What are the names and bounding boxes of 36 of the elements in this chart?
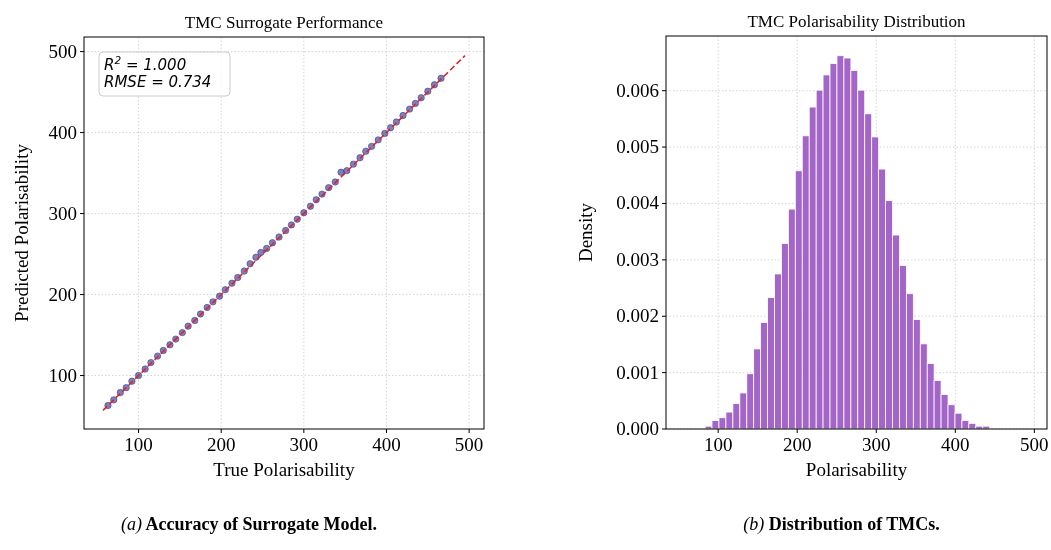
annotation: R$^{2}$ = 1.000	[104, 54, 187, 74]
x-tick-label: 400	[941, 434, 970, 455]
x-tick-label: 300	[289, 434, 319, 455]
y-tick-label: 200	[48, 283, 77, 305]
x-tick-label: 100	[703, 434, 733, 455]
x-tick-label: 400	[372, 434, 401, 455]
x-tick-label: 200	[206, 434, 236, 455]
point	[392, 118, 400, 126]
x-tick-label: 500	[454, 434, 484, 455]
point	[257, 248, 265, 256]
y-tick-label: 0.000	[616, 418, 659, 439]
y-tick-label: 0.003	[616, 248, 659, 270]
x-axis-title: True Polarisability	[213, 459, 356, 480]
text: (b) Distribution of TMCs.	[743, 514, 940, 535]
y-tick-label: 0.002	[616, 305, 659, 327]
chart-title: TMC Surrogate Performance	[184, 13, 384, 32]
point	[252, 253, 260, 261]
x-tick-label: 500	[1020, 434, 1049, 455]
y-axis-title: Density	[575, 202, 596, 263]
annotation: RMSE = 0.734	[104, 73, 212, 91]
x-tick-label: 300	[862, 434, 891, 455]
y-tick-label: 300	[48, 202, 77, 224]
y-tick-label: 500	[48, 40, 77, 62]
y-tick-label: 0.005	[616, 136, 659, 158]
text: (a) Accuracy of Surrogate Model.	[120, 514, 378, 535]
x-tick-label: 200	[782, 434, 812, 455]
y-axis-title: Predicted Polarisability	[11, 143, 32, 322]
y-tick-label: 400	[48, 121, 77, 143]
y-tick-label: 0.004	[616, 192, 660, 214]
y-tick-label: 100	[48, 364, 77, 386]
y-tick-label: 0.006	[616, 79, 659, 101]
y-tick-label: 0.001	[616, 361, 659, 383]
point	[337, 168, 345, 176]
x-axis-title: Polarisability	[805, 459, 908, 480]
chart-title: TMC Polarisability Distribution	[747, 12, 967, 31]
x-tick-label: 100	[124, 434, 153, 455]
